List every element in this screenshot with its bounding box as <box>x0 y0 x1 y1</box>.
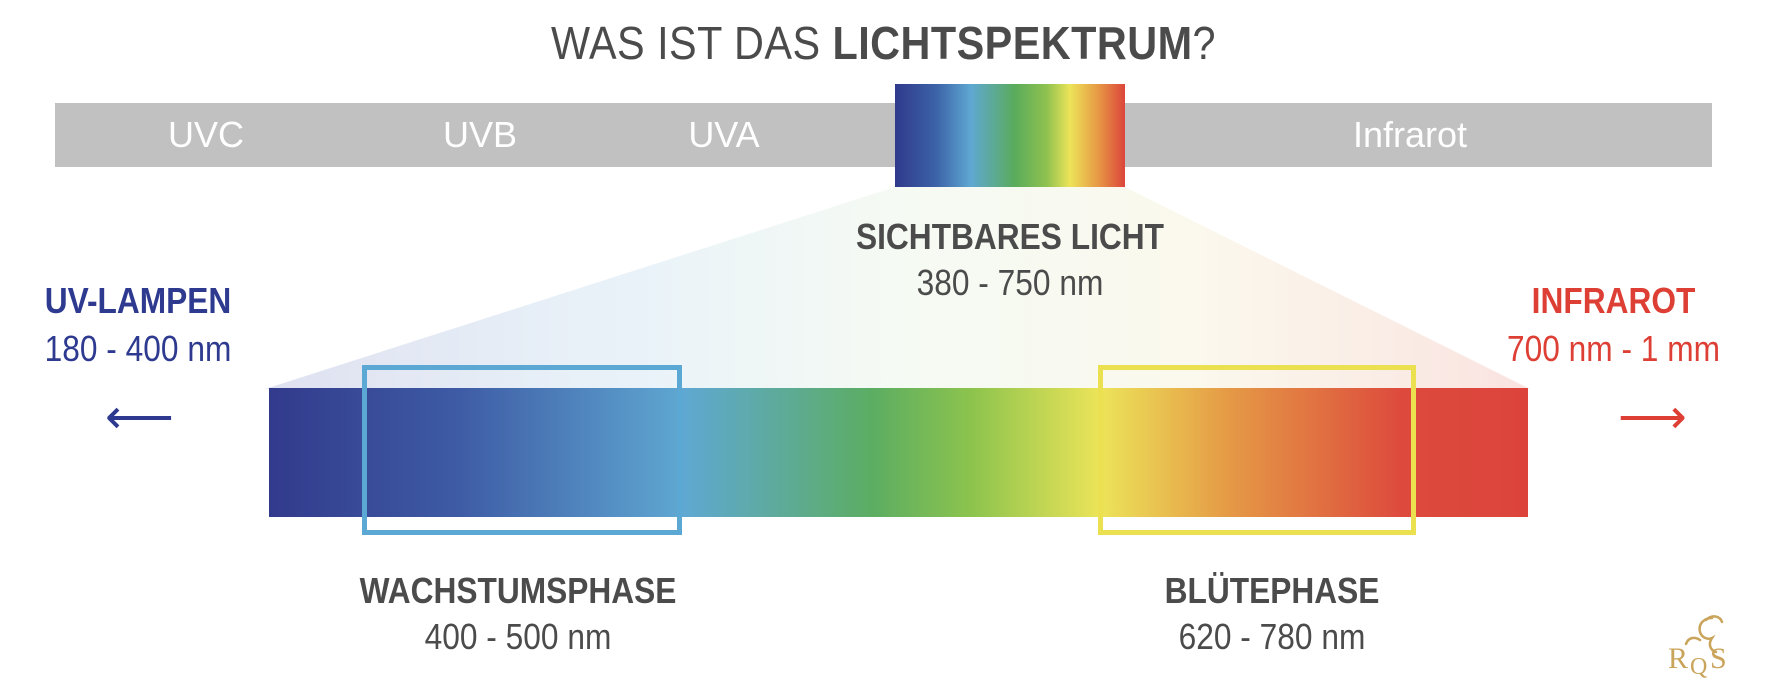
uv-lamps-heading: UV-LAMPEN <box>44 280 232 321</box>
band-label-uva: UVA <box>688 114 760 155</box>
visible-spectrum-swatch <box>895 84 1125 187</box>
right-arrow-icon: ⟶ <box>1618 391 1687 444</box>
svg-text:S: S <box>1710 642 1727 675</box>
bloom-phase-frame <box>1098 365 1416 535</box>
visible-light-range: 380 - 750 nm <box>916 262 1104 303</box>
uv-lamps-range: 180 - 400 nm <box>44 328 232 369</box>
page-title: WAS IST DAS LICHTSPEKTRUM? <box>88 16 1678 70</box>
growth-phase-range: 400 - 500 nm <box>424 616 612 657</box>
growth-phase-heading: WACHSTUMSPHASE <box>359 570 677 611</box>
growth-phase-frame <box>362 365 682 535</box>
spectrum-band-bar <box>55 103 1712 167</box>
left-arrow-icon: ⟵ <box>105 391 174 444</box>
zoom-wedge <box>265 187 1530 389</box>
visible-spectrum-bar <box>269 388 1528 517</box>
rqs-logo-icon: R Q S <box>1668 615 1727 680</box>
title-bold: LICHTSPEKTRUM <box>832 17 1193 69</box>
title-prefix: WAS IST DAS <box>551 17 833 69</box>
band-label-uvb: UVB <box>442 114 518 155</box>
band-label-uvc: UVC <box>167 114 244 155</box>
svg-text:R: R <box>1668 642 1688 675</box>
band-label-infrared: Infrarot <box>1352 114 1468 155</box>
bloom-phase-range: 620 - 780 nm <box>1178 616 1366 657</box>
visible-light-heading: SICHTBARES LICHT <box>856 216 1164 257</box>
infrared-heading: INFRAROT <box>1531 280 1696 321</box>
title-suffix: ? <box>1192 17 1216 69</box>
bloom-phase-heading: BLÜTEPHASE <box>1164 570 1380 611</box>
infrared-range: 700 nm - 1 mm <box>1506 328 1721 369</box>
svg-text:Q: Q <box>1690 654 1707 680</box>
